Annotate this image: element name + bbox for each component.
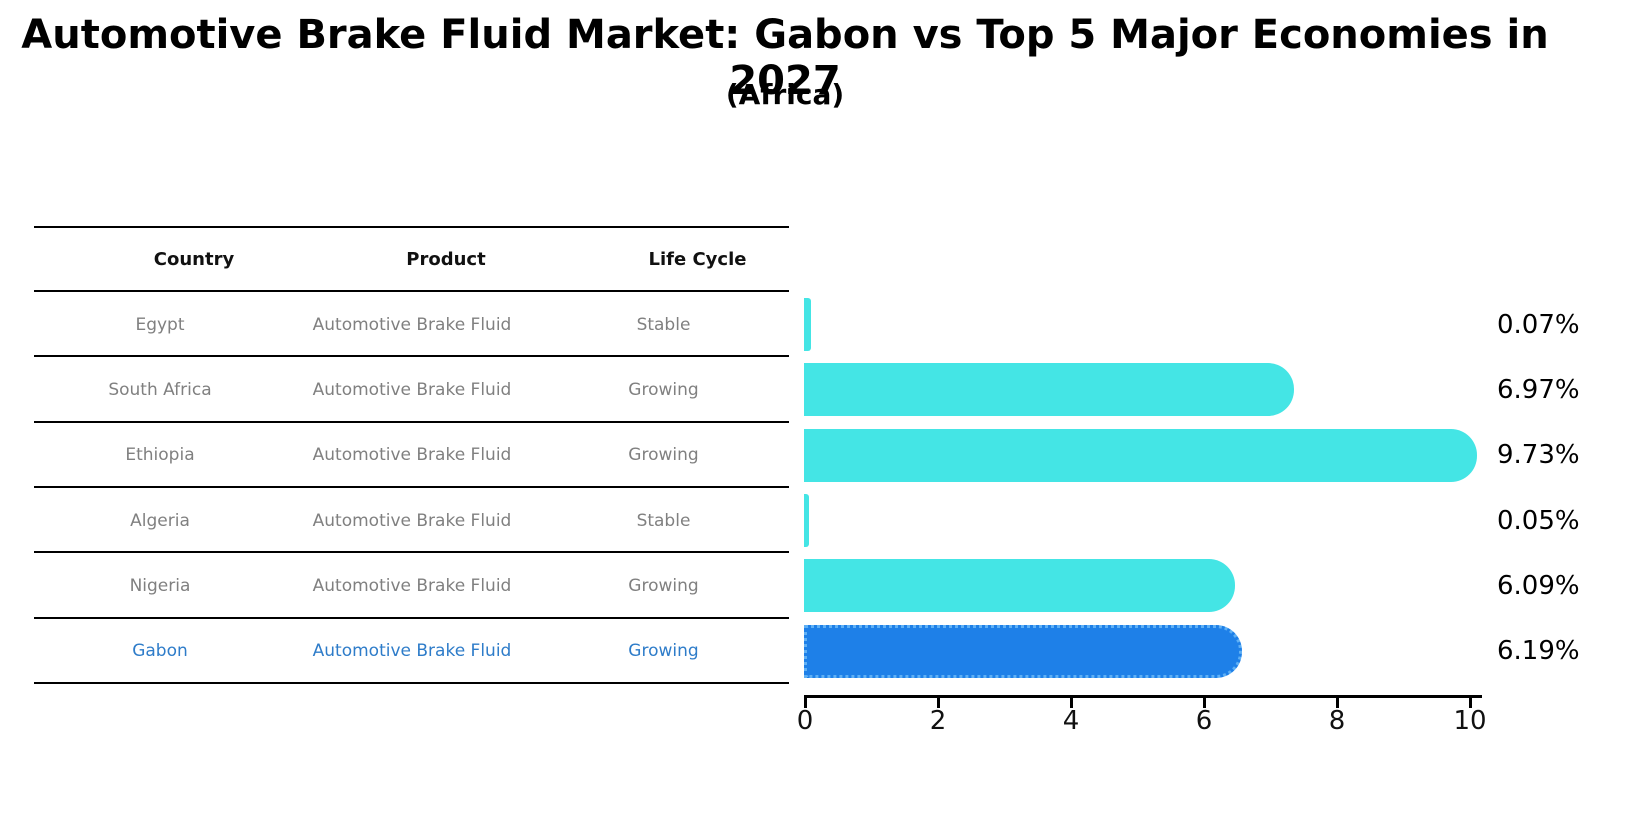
- cell-country: Egypt: [135, 314, 185, 335]
- x-axis-tick: [937, 698, 940, 708]
- chart-title: Automotive Brake Fluid Market: Gabon vs …: [21, 12, 1549, 104]
- table-row: Algeria Automotive Brake Fluid Stable 0.…: [0, 488, 1644, 554]
- cell-product: Automotive Brake Fluid: [312, 641, 512, 662]
- table-row-highlighted: Gabon Automotive Brake Fluid Growing 6.1…: [0, 619, 1644, 685]
- x-axis-tick: [1336, 698, 1339, 708]
- value-label: 0.07%: [1497, 309, 1580, 340]
- cell-life-cycle: Growing: [628, 641, 699, 662]
- x-axis-tick-label: 4: [1062, 706, 1080, 736]
- cell-country: South Africa: [108, 379, 212, 400]
- value-label: 6.19%: [1497, 636, 1580, 667]
- table-row: Ethiopia Automotive Brake Fluid Growing …: [0, 423, 1644, 489]
- value-label: 6.97%: [1497, 374, 1580, 405]
- value-label: 9.73%: [1497, 440, 1580, 471]
- table-row: Egypt Automotive Brake Fluid Stable 0.07…: [0, 292, 1644, 358]
- column-header-country: Country: [153, 248, 235, 270]
- cell-life-cycle: Growing: [628, 575, 699, 596]
- x-axis-tick: [1469, 698, 1472, 708]
- value-label: 0.05%: [1497, 505, 1580, 536]
- value-bar: [804, 428, 1478, 482]
- x-axis-tick: [1203, 698, 1206, 708]
- cell-country: Algeria: [130, 510, 190, 531]
- value-bar: [804, 493, 810, 547]
- x-axis-line: [804, 695, 1482, 698]
- column-header-product: Product: [406, 248, 486, 270]
- value-bar: [804, 559, 1235, 613]
- cell-product: Automotive Brake Fluid: [312, 575, 512, 596]
- value-bar: [804, 298, 811, 351]
- cell-product: Automotive Brake Fluid: [312, 314, 512, 335]
- cell-country: Gabon: [132, 641, 188, 662]
- x-axis-tick-label: 6: [1195, 706, 1213, 736]
- cell-country: Nigeria: [129, 575, 191, 596]
- cell-country: Ethiopia: [125, 445, 195, 466]
- cell-product: Automotive Brake Fluid: [312, 379, 512, 400]
- cell-life-cycle: Stable: [636, 510, 691, 531]
- value-label: 6.09%: [1497, 570, 1580, 601]
- table-row: South Africa Automotive Brake Fluid Grow…: [0, 357, 1644, 423]
- cell-life-cycle: Growing: [628, 379, 699, 400]
- table-header: Country Product Life Cycle: [34, 226, 789, 292]
- chart-subtitle: (Africa): [725, 78, 845, 111]
- cell-life-cycle: Stable: [636, 314, 691, 335]
- cell-life-cycle: Growing: [628, 445, 699, 466]
- value-bar: [804, 363, 1294, 417]
- x-axis-tick-label: 0: [796, 706, 814, 736]
- table-row: Nigeria Automotive Brake Fluid Growing 6…: [0, 553, 1644, 619]
- x-axis-tick: [804, 698, 807, 708]
- x-axis-tick: [1070, 698, 1073, 708]
- cell-product: Automotive Brake Fluid: [312, 445, 512, 466]
- x-axis-tick-label: 2: [929, 706, 947, 736]
- column-header-life-cycle: Life Cycle: [648, 248, 747, 270]
- value-bar-highlighted: [804, 624, 1242, 678]
- cell-product: Automotive Brake Fluid: [312, 510, 512, 531]
- x-axis-tick-label: 10: [1453, 706, 1487, 736]
- x-axis-tick-label: 8: [1328, 706, 1346, 736]
- table-body: Egypt Automotive Brake Fluid Stable 0.07…: [0, 292, 1644, 685]
